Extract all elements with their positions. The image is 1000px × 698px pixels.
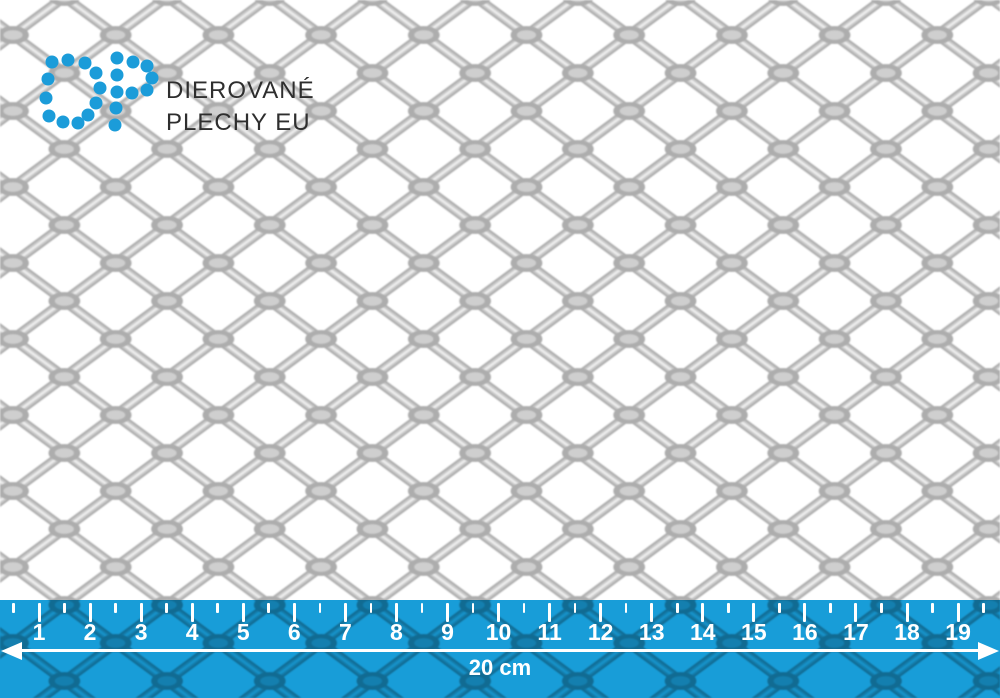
ruler-number: 2 bbox=[83, 619, 97, 645]
logo-dot bbox=[145, 71, 159, 85]
ruler: 20 cm 1 2 3 4 5 6 7 8 9 10 11 12 13 14 15 16 17 18 19 bbox=[0, 600, 1000, 698]
logo-dot bbox=[41, 72, 55, 86]
ruler-number: 9 bbox=[441, 619, 454, 645]
ruler-number: 15 bbox=[741, 619, 767, 645]
ruler-tick-cm bbox=[139, 603, 143, 622]
arrow-left-icon bbox=[1, 641, 22, 660]
logo-dot bbox=[89, 96, 103, 110]
logo-dot bbox=[108, 118, 122, 132]
ruler-tick-cm bbox=[854, 603, 858, 622]
logo-dot bbox=[140, 59, 154, 73]
ruler-number: 7 bbox=[338, 619, 352, 645]
ruler-number: 5 bbox=[236, 619, 250, 645]
ruler-number: 19 bbox=[945, 619, 971, 645]
ruler-tick-cm bbox=[650, 603, 654, 622]
ruler-number: 1 bbox=[32, 619, 46, 645]
ruler-tick-cm bbox=[445, 603, 449, 622]
measure-line bbox=[17, 649, 983, 652]
logo-dot bbox=[126, 55, 140, 69]
ruler-number: 4 bbox=[185, 619, 199, 645]
ruler-total-label: 20 cm bbox=[468, 655, 532, 680]
ruler-tick-half-cm bbox=[675, 603, 679, 613]
brand-logo: DIEROVANÉ PLECHY EU bbox=[0, 0, 360, 160]
logo-dot bbox=[110, 68, 124, 82]
ruler-number: 17 bbox=[843, 619, 869, 645]
ruler-tick-cm bbox=[599, 603, 603, 622]
logo-dot bbox=[110, 85, 124, 99]
ruler-tick-half-cm bbox=[624, 603, 628, 613]
ruler-tick-cm bbox=[190, 603, 194, 622]
ruler-number: 11 bbox=[537, 619, 562, 645]
ruler-number: 12 bbox=[587, 619, 614, 645]
ruler-tick-cm bbox=[37, 603, 41, 622]
ruler-tick-half-cm bbox=[522, 603, 526, 613]
ruler-tick-half-cm bbox=[573, 603, 577, 613]
ruler-tick-cm bbox=[956, 603, 960, 622]
logo-dot bbox=[56, 115, 70, 129]
ruler-tick-cm bbox=[752, 603, 756, 622]
logo-dot bbox=[89, 66, 103, 80]
logo-dot bbox=[81, 108, 95, 122]
ruler-number: 3 bbox=[134, 619, 148, 645]
logo-dot bbox=[110, 51, 124, 65]
ruler-tick-half-cm bbox=[982, 603, 985, 613]
ruler-tick-half-cm bbox=[420, 603, 424, 613]
logo-dot bbox=[45, 55, 59, 69]
ruler-tick-half-cm bbox=[63, 603, 66, 613]
ruler-tick-half-cm bbox=[931, 603, 934, 613]
brand-name-line2: PLECHY EU bbox=[166, 109, 311, 136]
ruler-tick-cm bbox=[241, 603, 245, 622]
ruler-tick-half-cm bbox=[471, 603, 475, 613]
ruler-tick-cm bbox=[292, 603, 296, 622]
logo-dot bbox=[39, 91, 53, 105]
ruler-number: 6 bbox=[287, 619, 301, 645]
ruler-tick-half-cm bbox=[829, 603, 832, 613]
ruler-number: 18 bbox=[894, 619, 920, 645]
ruler-number: 13 bbox=[638, 619, 665, 645]
logo-dot bbox=[71, 116, 85, 130]
ruler-tick-cm bbox=[905, 603, 909, 622]
ruler-tick-half-cm bbox=[216, 603, 219, 613]
logo-dot bbox=[109, 101, 123, 115]
ruler-tick-cm bbox=[394, 603, 398, 622]
ruler-number: 10 bbox=[485, 619, 512, 645]
ruler-tick-cm bbox=[548, 603, 552, 622]
ruler-tick-half-cm bbox=[318, 603, 322, 613]
ruler-tick-half-cm bbox=[114, 603, 117, 613]
ruler-tick-cm bbox=[803, 603, 807, 622]
ruler-number: 14 bbox=[689, 619, 716, 645]
ruler-number: 16 bbox=[792, 619, 818, 645]
ruler-tick-half-cm bbox=[369, 603, 373, 613]
ruler-tick-half-cm bbox=[165, 603, 168, 613]
logo-dot bbox=[42, 109, 56, 123]
brand-name-line1: DIEROVANÉ bbox=[166, 77, 315, 104]
ruler-tick-half-cm bbox=[778, 603, 781, 613]
logo-dot bbox=[61, 53, 75, 67]
logo-dot bbox=[125, 86, 139, 100]
ruler-tick-cm bbox=[343, 603, 347, 622]
logo-dot bbox=[140, 83, 154, 97]
ruler-tick-cm bbox=[701, 603, 705, 622]
ruler-tick-half-cm bbox=[267, 603, 271, 613]
logo-dot bbox=[78, 56, 92, 70]
arrow-right-icon bbox=[978, 641, 999, 660]
ruler-tick-half-cm bbox=[880, 603, 883, 613]
logo-dot bbox=[93, 81, 107, 95]
ruler-tick-half-cm bbox=[12, 603, 15, 613]
ruler-tick-half-cm bbox=[727, 603, 730, 613]
ruler-number: 8 bbox=[390, 619, 403, 645]
dp-dot-monogram bbox=[39, 51, 159, 132]
ruler-tick-cm bbox=[497, 603, 501, 622]
ruler-tick-cm bbox=[88, 603, 92, 622]
